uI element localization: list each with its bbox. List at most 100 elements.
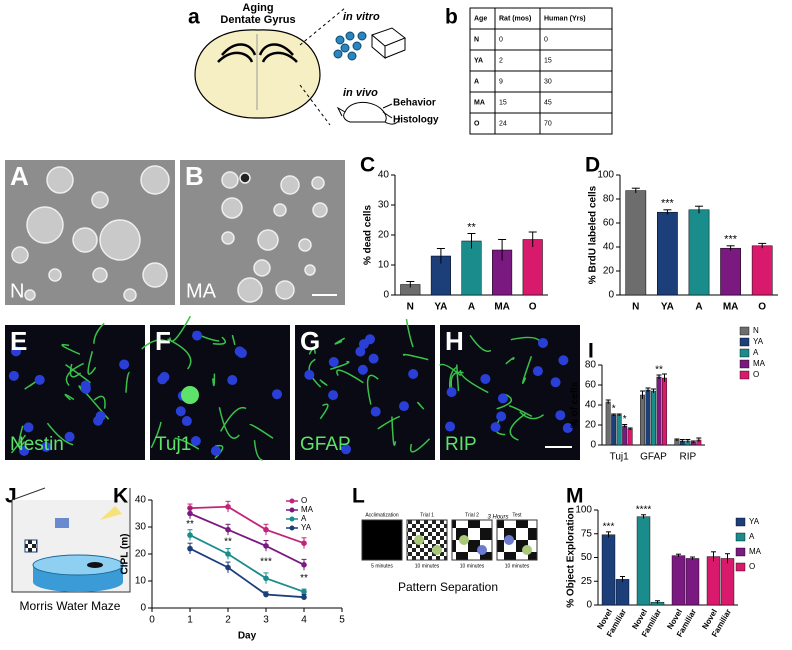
table-cell: O: [474, 120, 480, 127]
panel-letter: J: [5, 485, 17, 508]
panel-a: a Aging Dentate Gyrus in vitro in vivo B…: [188, 2, 439, 126]
process: [402, 353, 429, 361]
process: [10, 434, 26, 454]
process: [249, 423, 274, 439]
nucleus: [95, 411, 106, 422]
x-tick-label: RIP: [679, 452, 696, 463]
nucleus: [532, 366, 543, 377]
nucleus: [480, 373, 491, 384]
process: [508, 405, 533, 417]
legend-label: YA: [301, 523, 312, 532]
bar: [651, 390, 656, 446]
y-tick-label: 0: [140, 603, 146, 614]
legend-label: A: [753, 348, 759, 357]
nucleus: [370, 406, 381, 417]
table-cell: 70: [544, 120, 552, 127]
legend-label: N: [753, 326, 759, 335]
table-cell: 24: [499, 120, 507, 127]
process: [150, 421, 162, 449]
panel-letter: D: [585, 154, 600, 177]
phase-duration: 10 minutes: [460, 563, 485, 569]
process: [64, 393, 75, 401]
y-tick-label: 80: [603, 194, 615, 205]
bar: [615, 579, 630, 606]
legend-label: MA: [301, 505, 314, 514]
process: [417, 401, 425, 410]
nucleus: [537, 337, 548, 348]
significance: **: [224, 536, 232, 547]
legend-label: O: [301, 496, 307, 505]
panel-images: A N B MA: [5, 160, 345, 305]
x-tick-label: N: [407, 302, 414, 313]
nucleus: [304, 369, 315, 380]
process: [46, 422, 74, 446]
phase-name: Trial 2: [465, 512, 479, 518]
x-tick-label: 2: [225, 615, 231, 626]
process: [65, 362, 84, 387]
panel-letter: M: [566, 485, 584, 508]
image-caption: GFAP: [300, 434, 351, 455]
rat: [336, 102, 387, 123]
arrow: [382, 111, 393, 119]
process: [253, 440, 263, 461]
image-caption: Tuj1: [155, 434, 191, 455]
legend-swatch: [739, 326, 750, 336]
nucleus: [328, 357, 339, 368]
legend-label: MA: [753, 359, 766, 368]
x-tick-label: A: [468, 302, 475, 313]
x-tick-label: 0: [149, 615, 155, 626]
nucleus: [210, 445, 221, 456]
y-tick-label: 75: [581, 528, 593, 539]
process: [334, 337, 346, 345]
table-cell: 0: [544, 36, 548, 43]
point: [187, 545, 193, 552]
object: [459, 535, 469, 545]
nucleus: [357, 364, 368, 375]
process: [93, 395, 106, 409]
legend-swatch: [739, 348, 750, 358]
in-vitro-label: in vitro: [343, 11, 380, 23]
bar: [616, 414, 622, 446]
in-vivo-label: in vivo: [343, 87, 378, 99]
nucleus: [341, 444, 352, 455]
nucleus: [445, 421, 456, 432]
arena: [451, 519, 493, 561]
nucleus: [64, 431, 75, 442]
object: [504, 535, 514, 545]
nucleus: [41, 441, 52, 452]
significance: *: [612, 404, 616, 415]
x-tick-label: N: [632, 302, 639, 313]
legend-label: A: [749, 532, 755, 541]
object: [432, 545, 442, 555]
significance: ***: [260, 557, 272, 568]
nucleus: [23, 422, 34, 433]
legend-label: O: [753, 370, 759, 379]
nucleus: [328, 390, 339, 401]
object: [477, 545, 487, 555]
x-tick-label: A: [695, 302, 702, 313]
significance: **: [467, 221, 476, 233]
y-axis-label: % dead cells: [363, 205, 374, 265]
process: [93, 322, 105, 344]
delay-label: 3 Hours: [487, 515, 508, 521]
neurospheres: [333, 31, 367, 61]
nucleus: [157, 374, 168, 385]
arrow: [382, 103, 393, 109]
x-tick-label: YA: [661, 302, 674, 313]
process: [174, 437, 200, 450]
image-caption: RIP: [445, 434, 477, 455]
nucleus: [558, 355, 569, 366]
y-tick-label: 10: [135, 576, 147, 587]
image-caption: N: [10, 280, 24, 302]
cue: [24, 539, 38, 553]
nucleus: [497, 393, 508, 404]
process: [505, 356, 515, 365]
dish: [371, 27, 407, 60]
x-tick-label: O: [758, 302, 766, 313]
point: [187, 510, 193, 517]
y-axis-label: % Object Exploration: [566, 507, 577, 608]
x-tick-label: MA: [723, 302, 739, 313]
nucleus: [490, 422, 501, 433]
x-tick-label: Tuj1: [610, 452, 630, 463]
process: [18, 425, 26, 448]
